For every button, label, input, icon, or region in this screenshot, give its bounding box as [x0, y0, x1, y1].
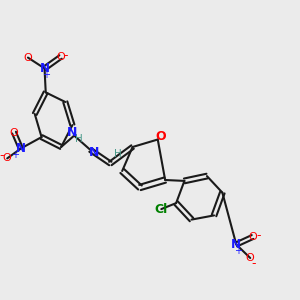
Text: +: +: [11, 150, 20, 160]
Text: Cl: Cl: [155, 202, 168, 216]
Text: N: N: [40, 62, 50, 75]
Text: O: O: [56, 52, 65, 62]
Text: O: O: [24, 52, 32, 63]
Text: O: O: [246, 253, 255, 263]
Text: O: O: [3, 153, 12, 164]
Text: O: O: [248, 232, 257, 242]
Text: +: +: [42, 70, 50, 80]
Text: N: N: [67, 126, 77, 139]
Text: N: N: [16, 142, 26, 155]
Text: O: O: [155, 130, 166, 143]
Text: -: -: [0, 149, 4, 162]
Text: N: N: [231, 238, 241, 251]
Text: H: H: [114, 148, 122, 159]
Text: O: O: [10, 128, 18, 138]
Text: -: -: [64, 49, 68, 62]
Text: +: +: [234, 246, 242, 256]
Text: H: H: [75, 134, 83, 144]
Text: -: -: [251, 257, 255, 271]
Text: -: -: [257, 229, 261, 242]
Text: N: N: [89, 146, 99, 159]
